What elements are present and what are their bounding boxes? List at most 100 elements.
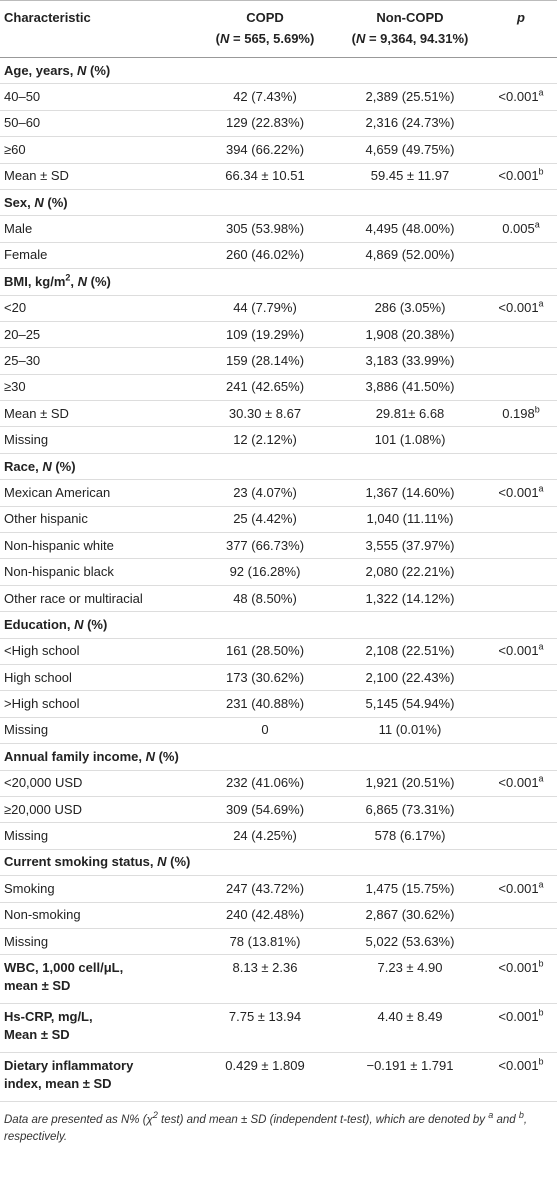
table-cell: 309 (54.69%) bbox=[195, 796, 335, 824]
italic-text: N bbox=[157, 854, 167, 870]
table-cell: <0.001a bbox=[485, 875, 557, 903]
table-cell: 1,921 (20.51%) bbox=[335, 770, 485, 797]
cell-line: Mean ± SD bbox=[4, 1026, 192, 1044]
table-row: 50–60 129 (22.83%) 2,316 (24.73%) bbox=[0, 110, 557, 138]
text: 24 (4.25%) bbox=[233, 828, 297, 844]
table-row: Mean ± SD 66.34 ± 10.51 59.45 ± 11.97 <0.00… bbox=[0, 163, 557, 190]
table-cell bbox=[195, 189, 335, 217]
table-row: Non-hispanic white 377 (66.73%) 3,555 (37.… bbox=[0, 532, 557, 560]
table-cell: 6,865 (73.31%) bbox=[335, 796, 485, 824]
table-cell: 232 (41.06%) bbox=[195, 770, 335, 797]
text: <0.001 bbox=[498, 89, 539, 105]
text: 2,316 (24.73%) bbox=[365, 115, 455, 131]
table-cell: 247 (43.72%) bbox=[195, 875, 335, 903]
text: High school bbox=[4, 669, 72, 685]
text: 4,869 (52.00%) bbox=[365, 247, 455, 263]
table-cell: 4.40 ± 8.49 bbox=[335, 1003, 485, 1054]
text: Mexican American bbox=[4, 484, 111, 500]
table-cell bbox=[485, 902, 557, 929]
data-table: Characteristic COPD (N = 565, 5.69%) Non-CO… bbox=[0, 0, 557, 1103]
table-cell: 129 (22.83%) bbox=[195, 110, 335, 138]
table-cell: 2,316 (24.73%) bbox=[335, 110, 485, 138]
table-cell: 30.30 ± 8.67 bbox=[195, 400, 335, 428]
table-cell: <0.001a bbox=[485, 770, 557, 797]
table-cell bbox=[335, 743, 485, 771]
row-label: 25–30 bbox=[0, 347, 195, 375]
italic-text: N bbox=[34, 194, 44, 210]
table-cell: 159 (28.14%) bbox=[195, 347, 335, 375]
table-cell bbox=[195, 57, 335, 85]
table-cell: 2,389 (25.51%) bbox=[335, 83, 485, 111]
table-cell: 1,367 (14.60%) bbox=[335, 479, 485, 507]
text: 2,080 (22.21%) bbox=[365, 564, 455, 580]
text: Female bbox=[4, 247, 48, 263]
text: Race, bbox=[4, 458, 43, 474]
text: 48 (8.50%) bbox=[233, 590, 297, 606]
table-cell: 286 (3.05%) bbox=[335, 295, 485, 322]
table-cell: 240 (42.48%) bbox=[195, 902, 335, 929]
superscript: a bbox=[538, 483, 544, 494]
table-cell: 231 (40.88%) bbox=[195, 690, 335, 718]
text: 0 bbox=[261, 722, 269, 738]
row-label: Sex, N (%) bbox=[0, 189, 195, 217]
text: 1,475 (15.75%) bbox=[365, 880, 455, 896]
superscript: a bbox=[538, 641, 544, 652]
table-cell: <0.001b bbox=[485, 1052, 557, 1103]
table-cell bbox=[335, 611, 485, 639]
row-label: Age, years, N (%) bbox=[0, 57, 195, 85]
row-label: Missing bbox=[0, 717, 195, 745]
text: Smoking bbox=[4, 880, 55, 896]
text: 50–60 bbox=[4, 115, 41, 131]
table-cell: 4,869 (52.00%) bbox=[335, 242, 485, 270]
text: test) and mean ± SD (independent t-test)… bbox=[157, 1114, 489, 1127]
row-label: Non-smoking bbox=[0, 902, 195, 929]
table-cell: 394 (66.22%) bbox=[195, 136, 335, 164]
text: 1,040 (11.11%) bbox=[366, 511, 454, 527]
table-cell bbox=[485, 849, 557, 877]
table-row: 25–30 159 (28.14%) 3,183 (33.99%) bbox=[0, 347, 557, 375]
table-row: Age, years, N (%) bbox=[0, 57, 557, 85]
text: = 9,364, 94.31%) bbox=[365, 31, 469, 46]
text: 6,865 (73.31%) bbox=[365, 801, 455, 817]
text: <0.001 bbox=[498, 960, 539, 976]
text: Hs-CRP, mg/L, bbox=[4, 1009, 93, 1025]
text: = 565, 5.69%) bbox=[229, 31, 315, 46]
table-row: 40–50 42 (7.43%) 2,389 (25.51%) <0.001a bbox=[0, 83, 557, 111]
table-cell: 2,080 (22.21%) bbox=[335, 558, 485, 586]
text: 0.429 ± 1.809 bbox=[225, 1058, 305, 1074]
text: Missing bbox=[4, 828, 49, 844]
text: ( bbox=[351, 31, 356, 46]
text: 44 (7.79%) bbox=[233, 300, 297, 316]
row-label: ≥20,000 USD bbox=[0, 796, 195, 824]
table-cell: 241 (42.65%) bbox=[195, 374, 335, 402]
row-label: High school bbox=[0, 664, 195, 692]
table-row: 20–25 109 (19.29%) 1,908 (20.38%) bbox=[0, 321, 557, 349]
superscript: a bbox=[488, 1110, 494, 1121]
italic-text: N bbox=[77, 62, 87, 78]
table-row: Mean ± SD 30.30 ± 8.67 29.81± 6.68 0.198b bbox=[0, 400, 557, 428]
text: 4,495 (48.00%) bbox=[365, 221, 455, 237]
text: 2,389 (25.51%) bbox=[365, 89, 455, 105]
row-label: Mean ± SD bbox=[0, 400, 195, 428]
table-row: Hs-CRP, mg/L, Mean ± SD 7.75 ± 13.94 4.40 ±… bbox=[0, 1003, 557, 1054]
footnote: Data are presented as N% (χ2 test) and m… bbox=[0, 1102, 557, 1146]
row-label: Hs-CRP, mg/L, Mean ± SD bbox=[0, 1003, 195, 1054]
text: 42 (7.43%) bbox=[233, 89, 297, 105]
text: <0.001 bbox=[498, 880, 539, 896]
row-label: Mexican American bbox=[0, 479, 195, 507]
text: 159 (28.14%) bbox=[225, 352, 305, 368]
table-cell bbox=[485, 453, 557, 481]
table-cell: 29.81± 6.68 bbox=[335, 400, 485, 428]
text: 3,183 (33.99%) bbox=[365, 352, 455, 368]
table-cell bbox=[485, 611, 557, 639]
row-label: WBC, 1,000 cell/μL, mean ± SD bbox=[0, 954, 195, 1005]
row-label: ≥60 bbox=[0, 136, 195, 164]
text: 3,886 (41.50%) bbox=[365, 379, 455, 395]
superscript: b bbox=[538, 166, 544, 177]
table-cell: <0.001b bbox=[485, 1003, 557, 1054]
table-cell: 23 (4.07%) bbox=[195, 479, 335, 507]
italic-text: N bbox=[77, 273, 88, 289]
text: (%) bbox=[83, 616, 108, 632]
text: 11 (0.01%) bbox=[378, 722, 442, 738]
text: 161 (28.50%) bbox=[225, 643, 305, 659]
